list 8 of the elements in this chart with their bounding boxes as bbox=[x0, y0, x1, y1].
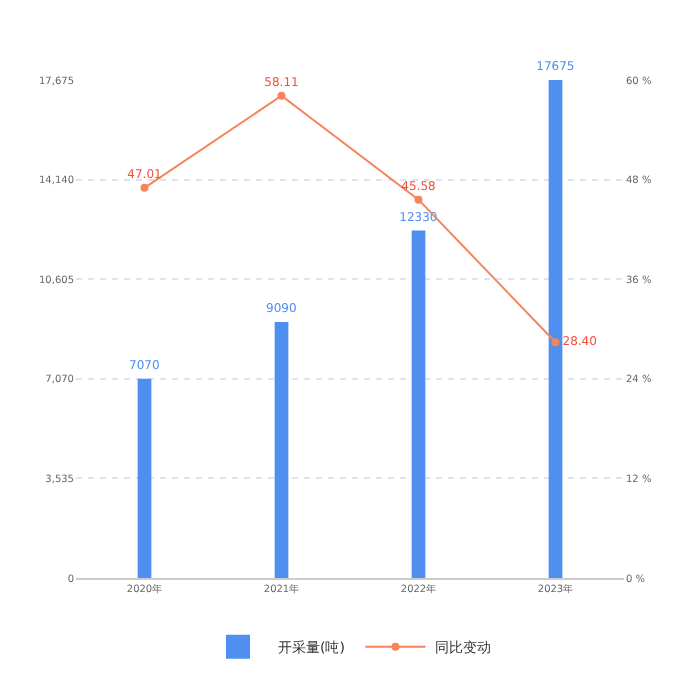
bar bbox=[137, 378, 152, 578]
bar bbox=[548, 80, 563, 578]
bar bbox=[274, 321, 289, 578]
point bbox=[414, 195, 423, 204]
point bbox=[551, 338, 560, 347]
bar bbox=[411, 230, 426, 578]
point bbox=[277, 91, 286, 100]
point bbox=[140, 183, 149, 192]
